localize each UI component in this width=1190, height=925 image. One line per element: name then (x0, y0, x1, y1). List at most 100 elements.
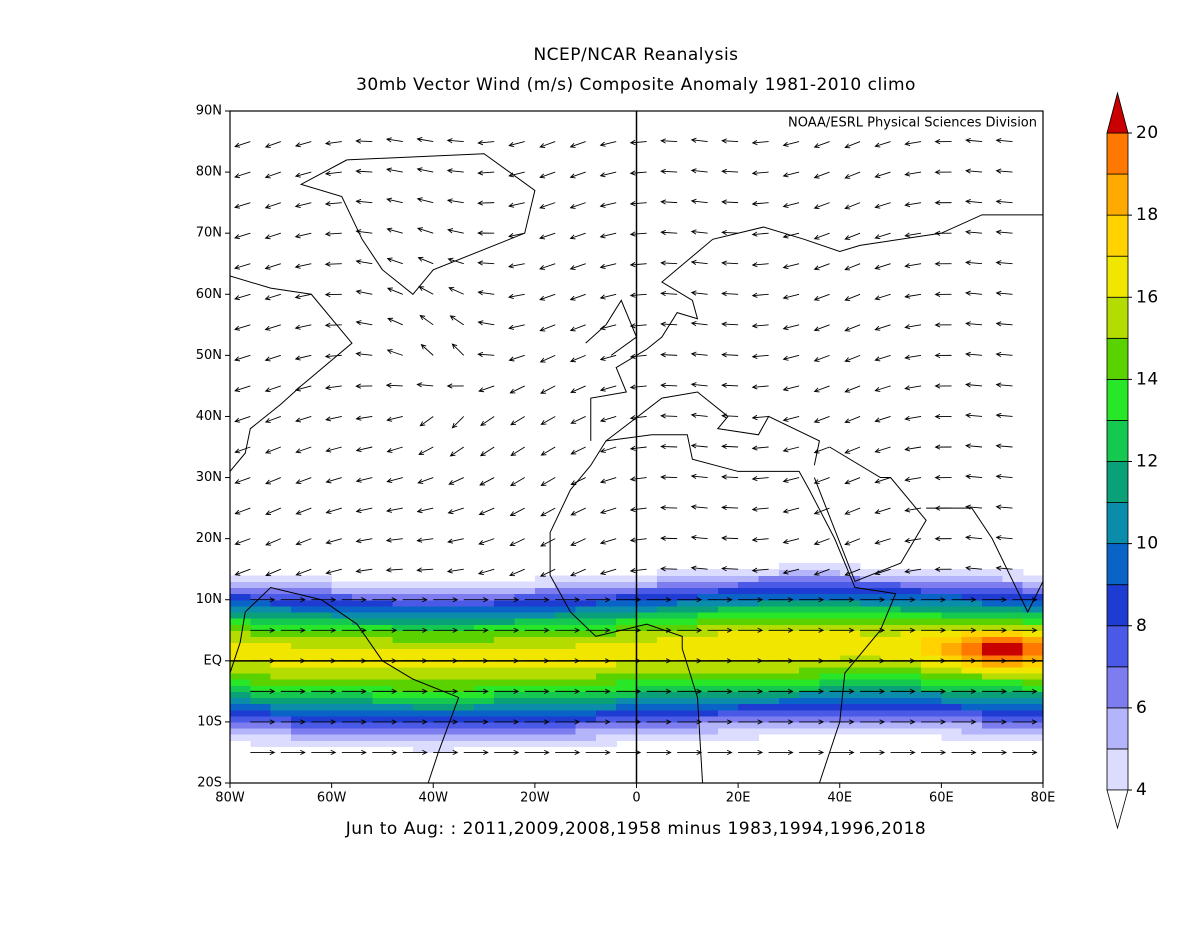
wind-arrow (599, 293, 617, 300)
field-cell (250, 654, 272, 662)
field-cell (860, 715, 881, 723)
wind-arrow (951, 749, 977, 756)
wind-arrow (324, 170, 342, 176)
field-cell (270, 728, 292, 735)
wind-arrow (629, 537, 647, 543)
field-cell (982, 709, 1003, 717)
field-cell (880, 697, 902, 705)
field-cell (575, 666, 597, 674)
field-cell (697, 721, 719, 729)
field-cell (778, 697, 800, 705)
field-cell (921, 660, 942, 668)
wind-arrow (995, 290, 1013, 296)
field-cell (778, 709, 800, 717)
field-cell (799, 581, 821, 589)
field-cell (738, 691, 760, 699)
field-cell (1022, 630, 1043, 637)
wind-arrow (660, 382, 678, 388)
field-cell (860, 703, 881, 711)
field-cell (250, 709, 272, 717)
field-cell (799, 691, 821, 699)
field-cell (595, 587, 617, 595)
field-cell (372, 685, 394, 692)
field-cell (819, 624, 841, 631)
wind-arrow (799, 627, 825, 633)
field-cell (230, 593, 251, 601)
field-cell (758, 648, 780, 656)
wind-arrow (507, 263, 525, 269)
wind-arrow (904, 324, 922, 330)
wind-arrow (508, 354, 525, 362)
field-cell (778, 728, 800, 735)
field-cell (677, 648, 699, 656)
wind-arrow (599, 446, 617, 453)
field-cell (778, 563, 800, 570)
wind-arrow (325, 446, 342, 453)
y-tick-label: 20N (196, 531, 222, 546)
field-cell (331, 581, 353, 589)
attribution: NOAA/ESRL Physical Sciences Division (788, 116, 1037, 131)
colorbar-under (1106, 789, 1129, 830)
field-cell (412, 642, 434, 650)
field-cell (982, 648, 1003, 656)
field-cell (392, 685, 414, 692)
field-cell (860, 605, 881, 613)
field-cell (290, 715, 312, 723)
field-cell (656, 654, 678, 662)
field-cell (575, 618, 597, 625)
field-cell (534, 685, 556, 692)
wind-arrow (751, 170, 769, 176)
field-cell (941, 611, 963, 619)
subtitle: 30mb Vector Wind (m/s) Composite Anomaly… (356, 75, 916, 95)
wind-arrow (446, 383, 464, 389)
wind-arrow (539, 263, 556, 270)
field-cell (270, 734, 292, 741)
field-cell (1022, 624, 1043, 631)
field-cell (433, 673, 455, 680)
wind-arrow (616, 749, 642, 756)
field-cell (636, 642, 658, 650)
field-cell (372, 636, 394, 644)
field-cell (697, 697, 719, 705)
field-cell (1022, 654, 1043, 662)
wind-arrow (677, 749, 703, 756)
field-cell (453, 636, 475, 644)
field-cell (392, 697, 414, 705)
field-cell (616, 575, 638, 582)
wind-arrow (540, 446, 556, 456)
field-cell (982, 611, 1003, 619)
field-cell (697, 569, 719, 576)
field-cell (900, 691, 922, 699)
wind-arrow (355, 351, 373, 357)
field-cell (595, 660, 617, 668)
field-cell (412, 587, 434, 595)
wind-arrow (294, 202, 312, 208)
field-cell (453, 715, 475, 723)
field-cell (534, 636, 556, 644)
wind-arrow (417, 256, 434, 265)
field-cell (372, 611, 394, 619)
y-tick-label: 50N (196, 348, 222, 363)
field-cell (860, 666, 881, 674)
wind-arrow (904, 476, 922, 483)
field-cell (534, 611, 556, 619)
field-cell (453, 624, 475, 631)
wind-arrow (325, 538, 342, 545)
field-cell (900, 715, 922, 723)
field-cell (311, 599, 333, 607)
field-cell (372, 679, 394, 686)
field-cell (758, 611, 780, 619)
wind-arrow (585, 597, 611, 603)
field-cell (656, 673, 678, 680)
field-cell (290, 709, 312, 717)
wind-arrow (965, 535, 983, 541)
colorbar-box (1106, 625, 1129, 668)
field-cell (778, 624, 800, 631)
field-cell (230, 624, 251, 631)
wind-arrow (463, 749, 489, 756)
wind-arrow (982, 749, 1008, 756)
wind-arrow (690, 382, 708, 388)
field-cell (636, 599, 658, 607)
field-cell (1022, 679, 1043, 686)
field-cell (738, 709, 760, 717)
